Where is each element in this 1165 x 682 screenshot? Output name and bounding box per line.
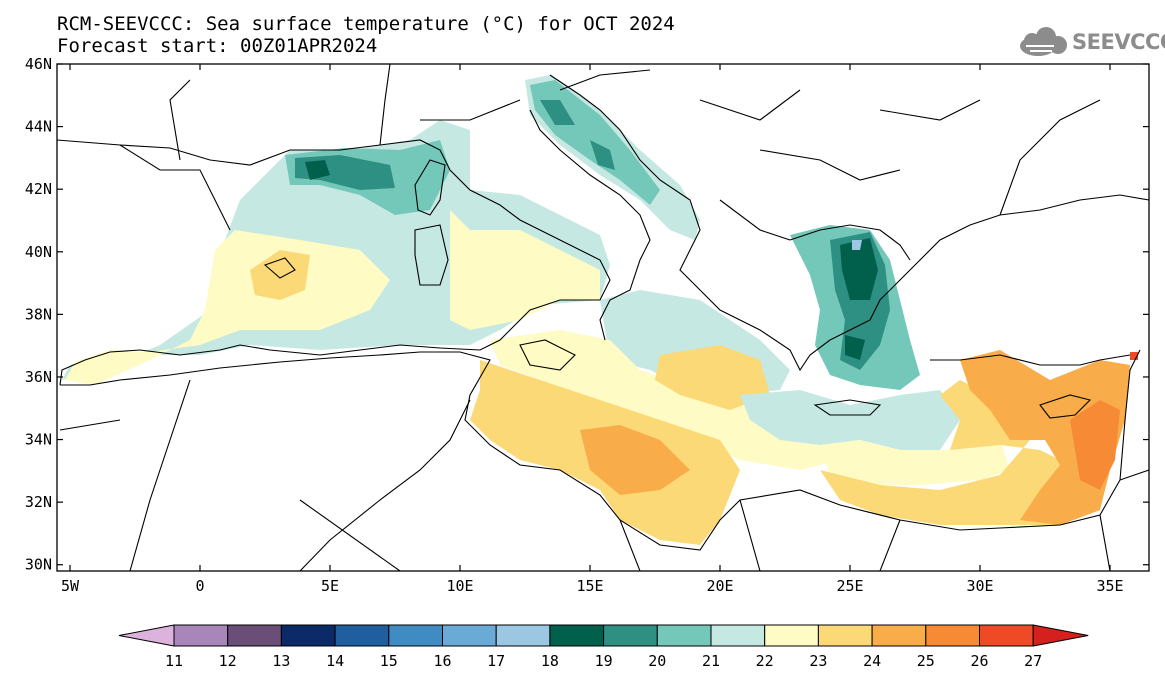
colorbar-label: 13 <box>272 652 290 670</box>
sst-23-ionian <box>490 330 840 470</box>
colorbar-swatch <box>603 624 658 647</box>
seevccc-logo: SEEVCCC <box>1072 30 1165 54</box>
y-tick-label: 32N <box>25 493 52 511</box>
sst-23-levantine <box>820 440 1010 485</box>
forecast-start-label: Forecast start: 00Z01APR2024 <box>57 35 378 57</box>
x-tick-label: 5W <box>61 577 80 595</box>
sst-23-west <box>65 230 390 385</box>
x-tick-label: 35E <box>1096 577 1123 595</box>
x-tick-label: 15E <box>576 577 603 595</box>
colorbar: 11 12 13 14 15 16 17 18 19 20 21 22 23 24 25 26 27 <box>118 624 1089 670</box>
colorbar-label: 11 <box>165 652 183 670</box>
colorbar-label: 24 <box>863 652 881 670</box>
y-tick-label: 46N <box>25 55 52 73</box>
colorbar-swatch <box>280 624 336 647</box>
colorbar-label: 16 <box>433 652 451 670</box>
map-frame <box>56 63 1150 572</box>
colorbar-under-triangle <box>118 624 175 647</box>
x-tick-label: 5E <box>321 577 339 595</box>
sst-24-balearic <box>250 250 310 300</box>
colorbar-label: 14 <box>326 652 344 670</box>
y-tick-label: 42N <box>25 180 52 198</box>
y-tick-label: 36N <box>25 368 52 386</box>
y-tick-label: 40N <box>25 243 52 261</box>
colorbar-swatch <box>388 624 443 647</box>
colorbar-swatch <box>549 624 605 647</box>
x-tick-label: 10E <box>446 577 473 595</box>
sst-22-levantine <box>740 390 960 450</box>
colorbar-label: 20 <box>648 652 666 670</box>
colorbar-swatch <box>442 624 497 647</box>
colorbar-label: 18 <box>541 652 559 670</box>
colorbar-swatch <box>817 624 873 647</box>
colorbar-swatch <box>925 624 980 647</box>
x-axis: 5W 0 5E 10E 15E 20E 25E 30E 35E <box>61 64 1124 595</box>
y-axis: 30N 32N 34N 36N 38N 40N 42N 44N 46N <box>25 55 1149 574</box>
map-title: RCM-SEEVCCC: Sea surface temperature (°C… <box>57 13 675 35</box>
colorbar-swatch <box>173 624 229 647</box>
x-tick-label: 30E <box>966 577 993 595</box>
colorbar-label: 19 <box>595 652 613 670</box>
x-tick-label: 0 <box>195 577 204 595</box>
y-tick-label: 38N <box>25 305 52 323</box>
colorbar-swatch <box>979 624 1034 647</box>
sst-25-gulf-of-sirte <box>580 425 690 495</box>
y-tick-label: 44N <box>25 118 52 136</box>
colorbar-swatch <box>656 624 712 647</box>
colorbar-swatch <box>710 624 766 647</box>
colorbar-swatch <box>227 624 282 647</box>
colorbar-swatch <box>871 624 927 647</box>
colorbar-label: 15 <box>380 652 398 670</box>
sst-19-north-aegean <box>840 238 878 360</box>
sst-18-north-aegean <box>852 240 862 250</box>
colorbar-label: 17 <box>487 652 505 670</box>
x-tick-label: 25E <box>836 577 863 595</box>
colorbar-label: 21 <box>702 652 720 670</box>
sst-26-levantine <box>1070 400 1120 490</box>
colorbar-label: 27 <box>1024 652 1042 670</box>
colorbar-label: 26 <box>970 652 988 670</box>
sst-24-levantine <box>820 380 1100 525</box>
sst-19-core <box>305 160 330 180</box>
x-tick-label: 20E <box>706 577 733 595</box>
colorbar-label: 25 <box>917 652 935 670</box>
colorbar-over-triangle <box>1032 624 1089 647</box>
colorbar-swatch <box>495 624 551 647</box>
colorbar-swatch <box>764 624 819 647</box>
cloud-icon <box>1020 27 1067 56</box>
y-tick-label: 34N <box>25 431 52 449</box>
sst-field <box>62 75 1138 545</box>
sst-19-adriatic <box>540 100 615 170</box>
sst-24-ionian-east <box>655 345 770 410</box>
colorbar-label: 22 <box>756 652 774 670</box>
colorbar-swatch <box>334 624 390 647</box>
coastlines <box>57 64 1149 571</box>
colorbar-label: 23 <box>809 652 827 670</box>
colorbar-label: 12 <box>219 652 237 670</box>
y-tick-label: 30N <box>25 556 52 574</box>
